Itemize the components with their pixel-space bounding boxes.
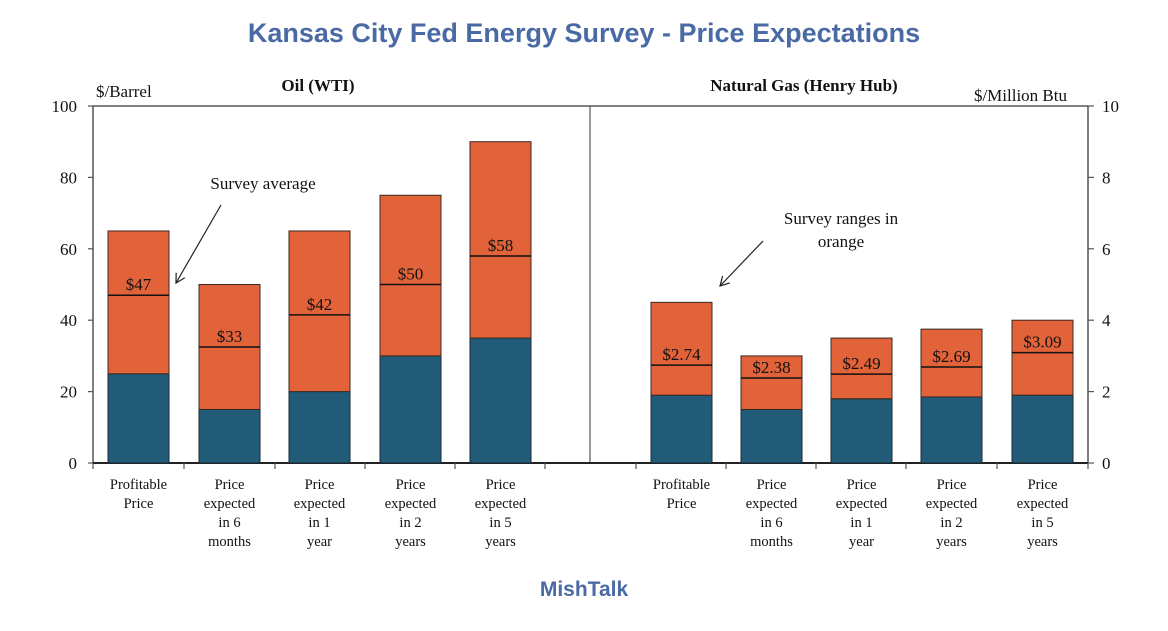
x-category-label: year [849, 534, 874, 550]
x-category-label: years [485, 534, 516, 550]
x-category-label: in 5 [489, 515, 511, 531]
annotation-arrow [719, 240, 764, 287]
x-category-label: in 5 [1031, 515, 1053, 531]
y-tick-label-right: 4 [1102, 311, 1111, 330]
x-category-label: Price [396, 477, 426, 493]
x-category-label: years [936, 534, 967, 550]
y-axis-label-left: $/Barrel [96, 82, 152, 101]
x-category-label: Price [305, 477, 335, 493]
bar-low-segment [830, 398, 893, 464]
panel-title-oil: Oil (WTI) [281, 76, 354, 95]
footer-brand: MishTalk [539, 578, 629, 601]
bar-low-segment [379, 355, 442, 464]
x-category-label: Price [215, 477, 245, 493]
average-label: $42 [307, 295, 333, 314]
bar-low-segment [107, 373, 170, 464]
x-category-label: Price [937, 477, 967, 493]
y-tick-label-right: 0 [1102, 454, 1111, 473]
bar-low-segment [650, 394, 713, 464]
bar-range-segment [288, 230, 351, 393]
annotation-survey-average: Survey average [210, 174, 315, 193]
bar-low-segment [469, 337, 532, 464]
average-label: $2.38 [752, 358, 790, 377]
annotation-arrow [175, 204, 222, 285]
bar-low-segment [740, 408, 803, 464]
bar-low-segment [288, 391, 351, 464]
bar-range-segment [1011, 319, 1074, 396]
x-category-label: in 6 [760, 515, 782, 531]
x-category-label: in 2 [940, 515, 962, 531]
average-label: $33 [217, 327, 243, 346]
x-category-label: expected [475, 496, 527, 512]
x-category-label: years [1027, 534, 1058, 550]
x-category-label: months [208, 534, 251, 550]
x-category-label: in 6 [218, 515, 240, 531]
bar-low-segment [198, 408, 261, 464]
bar-low-segment [920, 396, 983, 464]
y-tick-label-right: 8 [1102, 168, 1111, 187]
x-category-label: Price [124, 496, 154, 512]
x-category-label: Profitable [110, 477, 167, 493]
average-label: $50 [398, 265, 424, 284]
x-category-label: months [750, 534, 793, 550]
bar-range-segment [379, 194, 442, 357]
x-category-label: Profitable [653, 477, 710, 493]
y-tick-label-left: 0 [69, 454, 78, 473]
average-label: $3.09 [1023, 333, 1061, 352]
panel-title-gas: Natural Gas (Henry Hub) [710, 76, 897, 95]
x-category-label: expected [836, 496, 888, 512]
x-category-label: in 1 [850, 515, 872, 531]
x-category-label: Price [1028, 477, 1058, 493]
x-category-label: expected [385, 496, 437, 512]
x-category-label: expected [294, 496, 346, 512]
average-label: $47 [126, 275, 152, 294]
chart-title: Kansas City Fed Energy Survey - Price Ex… [247, 18, 921, 48]
x-category-label: expected [204, 496, 256, 512]
x-category-label: Price [757, 477, 787, 493]
bar-low-segment [1011, 394, 1074, 464]
x-category-label: expected [746, 496, 798, 512]
bars [107, 141, 1074, 464]
bar-range-segment [469, 141, 532, 339]
x-category-label: Price [486, 477, 516, 493]
x-category-label: in 2 [399, 515, 421, 531]
x-category-label: year [307, 534, 332, 550]
bar-range-segment [740, 355, 803, 410]
average-label: $2.69 [932, 347, 970, 366]
bar-range-segment [650, 301, 713, 396]
y-tick-label-right: 6 [1102, 240, 1111, 259]
y-axis-label-right: $/Million Btu [974, 86, 1068, 105]
y-tick-label-right: 10 [1102, 97, 1119, 116]
x-category-label: Price [667, 496, 697, 512]
x-category-label: Price [847, 477, 877, 493]
x-category-label: in 1 [308, 515, 330, 531]
average-label: $2.49 [842, 354, 880, 373]
average-label: $58 [488, 236, 514, 255]
y-tick-label-left: 60 [60, 240, 77, 259]
bar-range-segment [107, 230, 170, 375]
bar-range-segment [920, 328, 983, 398]
y-tick-label-right: 2 [1102, 383, 1111, 402]
x-category-label: years [395, 534, 426, 550]
y-tick-label-left: 40 [60, 311, 77, 330]
annotation-survey-ranges: Survey ranges in [784, 209, 899, 228]
y-tick-label-left: 100 [52, 97, 78, 116]
average-label: $2.74 [662, 345, 701, 364]
y-tick-label-left: 80 [60, 168, 77, 187]
x-category-label: expected [926, 496, 978, 512]
bar-range-segment [830, 337, 893, 400]
annotation-survey-ranges: orange [818, 232, 864, 251]
x-category-label: expected [1017, 496, 1069, 512]
y-tick-label-left: 20 [60, 383, 77, 402]
